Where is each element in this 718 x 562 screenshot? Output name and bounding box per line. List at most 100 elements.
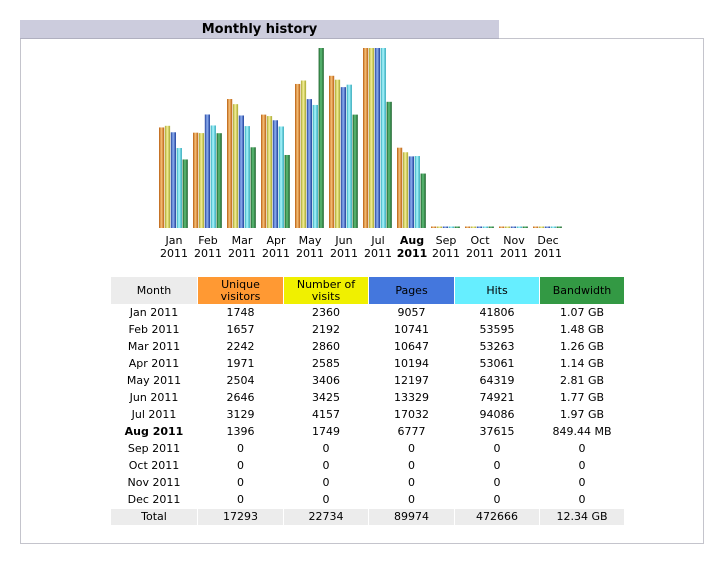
month-label-4-year: 2011 (296, 247, 324, 260)
month-label-10-year: 2011 (500, 247, 528, 260)
bar-bandwidth-gb--2 (250, 147, 256, 228)
table-row: Jul 2011 3129 4157 17032 94086 1.97 GB (111, 407, 624, 423)
bar-unique-visitors-2 (227, 99, 233, 229)
pages-cell: 10194 (394, 357, 429, 370)
bandwidth-cell: 1.26 GB (559, 340, 605, 353)
unique-cell: 0 (237, 476, 244, 489)
bandwidth-cell: 2.81 GB (559, 374, 605, 387)
bar-hits-11 (550, 226, 556, 228)
bar-hits-0 (176, 148, 182, 228)
visits-cell: 2360 (312, 306, 340, 319)
bar-number-of-visits-10 (504, 226, 511, 228)
bandwidth-cell: 1.07 GB (559, 306, 605, 319)
bar-number-of-visits-11 (538, 226, 545, 228)
header-visits: Number of visits (284, 277, 368, 304)
table-header-row: Month Unique visitors Number of visits P… (111, 277, 624, 304)
bar-pages-9 (476, 226, 482, 228)
header-unique-visitors: Unique visitors (198, 277, 283, 304)
hits-cell: 37615 (479, 425, 515, 438)
monthly-history-chart: Jan2011Feb2011Mar2011Apr2011May2011Jun20… (159, 48, 562, 260)
bar-bandwidth-gb--9 (488, 226, 494, 228)
chart-bars (159, 48, 562, 229)
pages-cell: 12197 (394, 374, 429, 387)
month-label-5-month: Jun (334, 234, 352, 247)
unique-cell: 0 (237, 442, 244, 455)
unique-cell: 2646 (226, 391, 255, 404)
month-label-0-month: Jan (165, 234, 183, 247)
header-hits: Hits (455, 277, 539, 304)
hits-cell: 53595 (479, 323, 515, 336)
month-cell: Jun 2011 (129, 391, 179, 404)
bar-unique-visitors-4 (295, 83, 301, 228)
bar-pages-11 (544, 226, 550, 228)
pages-cell: 0 (408, 459, 415, 472)
month-label-6-year: 2011 (364, 247, 392, 260)
total-label: Total (111, 509, 197, 525)
hits-cell: 53061 (479, 357, 515, 370)
bar-unique-visitors-10 (499, 226, 505, 228)
unique-cell: 3129 (226, 408, 255, 421)
bar-unique-visitors-1 (193, 132, 199, 228)
pages-cell: 10647 (394, 340, 429, 353)
bar-hits-6 (380, 48, 386, 228)
bar-unique-visitors-8 (431, 226, 437, 228)
bar-number-of-visits-0 (164, 125, 171, 228)
bar-pages-2 (238, 115, 244, 228)
bar-pages-8 (442, 226, 448, 228)
month-label-2-year: 2011 (228, 247, 256, 260)
bandwidth-cell: 0 (578, 459, 586, 472)
hits-cell: 0 (493, 493, 501, 506)
month-cell: Oct 2011 (128, 459, 180, 472)
bandwidth-cell: 0 (578, 476, 586, 489)
bar-unique-visitors-5 (329, 75, 335, 228)
month-label-10-month: Nov (503, 234, 525, 247)
visits-cell: 3406 (312, 374, 340, 387)
month-cell: May 2011 (126, 374, 182, 387)
month-label-5-year: 2011 (330, 247, 358, 260)
bar-unique-visitors-11 (533, 226, 539, 228)
bar-bandwidth-gb--3 (284, 154, 290, 228)
table-total-row: Total 17293 22734 89974 472666 12.34 GB (111, 509, 624, 525)
total-visits-cell: 22734 (284, 509, 368, 525)
bar-hits-3 (278, 126, 284, 228)
table-row: Jun 2011 2646 3425 13329 74921 1.77 GB (111, 390, 624, 406)
bar-bandwidth-gb--7 (420, 173, 426, 228)
visits-cell: 0 (322, 459, 330, 472)
table-row: Nov 2011 0 0 0 0 0 (111, 475, 624, 491)
bar-number-of-visits-3 (266, 116, 273, 228)
table-row: Jan 2011 1748 2360 9057 41806 1.07 GB (111, 305, 624, 321)
month-cell: Mar 2011 (127, 340, 181, 353)
month-cell: Dec 2011 (127, 493, 181, 506)
table-row: Mar 2011 2242 2860 10647 53263 1.26 GB (111, 339, 624, 355)
unique-cell: 1396 (226, 425, 255, 438)
bar-bandwidth-gb--0 (182, 159, 188, 228)
visits-cell: 1749 (312, 425, 340, 438)
total-pages-cell: 89974 (369, 509, 454, 525)
pages-cell: 0 (408, 442, 415, 455)
pages-cell: 6777 (397, 425, 426, 438)
bar-bandwidth-gb--11 (556, 226, 562, 228)
unique-cell: 1971 (226, 357, 255, 370)
hits-cell: 53263 (479, 340, 515, 353)
hits-cell: 0 (493, 476, 501, 489)
bar-number-of-visits-1 (198, 133, 205, 228)
bar-pages-0 (170, 132, 176, 228)
bandwidth-cell: 1.14 GB (559, 357, 605, 370)
total-unique-cell: 17293 (198, 509, 283, 525)
table-row: Dec 2011 0 0 0 0 0 (111, 492, 624, 508)
bar-unique-visitors-0 (159, 127, 165, 228)
pages-cell: 0 (408, 476, 415, 489)
table-row: Apr 2011 1971 2585 10194 53061 1.14 GB (111, 356, 624, 372)
visits-cell: 0 (322, 493, 330, 506)
bar-number-of-visits-7 (402, 152, 409, 228)
bar-bandwidth-gb--5 (352, 114, 358, 228)
bar-bandwidth-gb--10 (522, 226, 528, 228)
visits-cell: 0 (322, 442, 330, 455)
frame-top-border (498, 38, 704, 39)
table-row: Sep 2011 0 0 0 0 0 (111, 441, 624, 457)
hits-cell: 0 (493, 442, 501, 455)
bar-bandwidth-gb--6 (386, 101, 392, 228)
hits-cell: 94086 (479, 408, 515, 421)
total-bandwidth-cell: 12.34 GB (540, 509, 624, 525)
bar-number-of-visits-8 (436, 226, 443, 228)
